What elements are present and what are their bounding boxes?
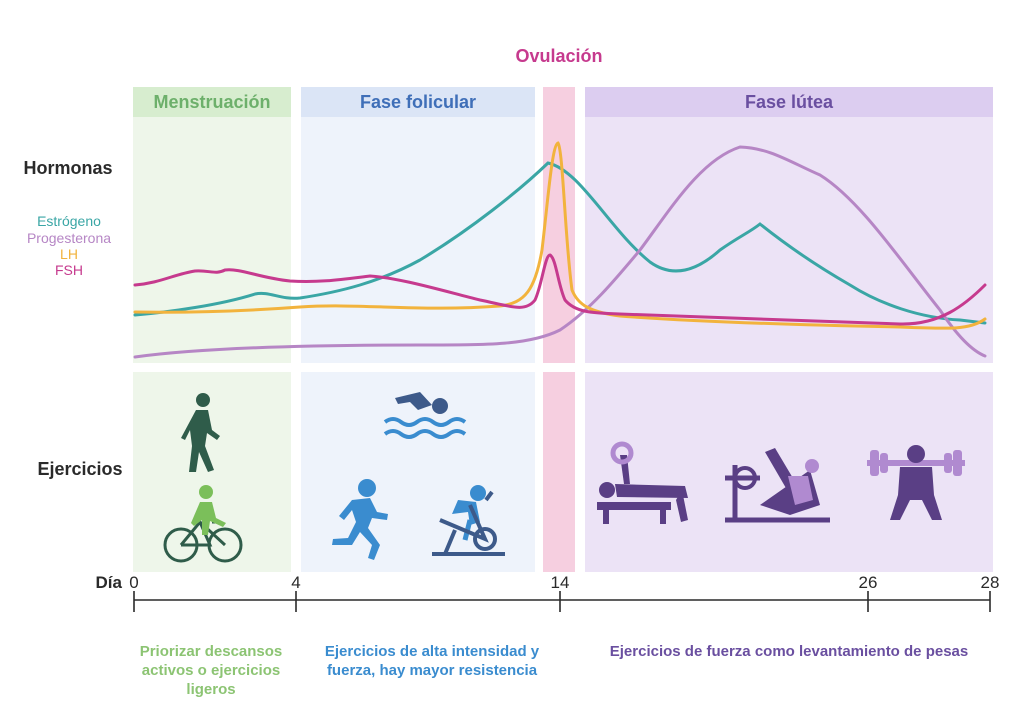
menstruation-panel-top <box>133 87 291 363</box>
legend-progesterone: Progesterona <box>27 230 111 246</box>
axis-tick-label: 28 <box>981 573 1000 592</box>
recommendation-menstruation-line: activos o ejercicios <box>142 662 280 679</box>
walking-icon <box>181 393 220 472</box>
luteal-panel-top <box>585 87 993 363</box>
spinning-icon <box>432 485 505 556</box>
ovulation-panel-top <box>543 87 575 363</box>
legend-estrogen: Estrógeno <box>37 213 101 229</box>
luteal-header <box>585 87 993 117</box>
legend-lh: LH <box>60 246 78 262</box>
menstruation-header <box>133 87 291 117</box>
legend-fsh: FSH <box>55 262 83 278</box>
hormones-row-label: Hormonas <box>23 158 112 178</box>
squat-icon <box>867 445 965 520</box>
ovulation-title: Ovulación <box>515 46 602 66</box>
bench-press-icon <box>597 441 688 524</box>
menstruation-title: Menstruación <box>153 92 270 112</box>
fsh-curve <box>133 253 987 326</box>
axis-tick-label: 4 <box>291 573 300 592</box>
axis-tick-label: 26 <box>859 573 878 592</box>
lh-curve <box>133 141 987 330</box>
axis-tick-marks <box>133 591 991 612</box>
menstruation-panel-bottom <box>133 372 291 572</box>
recommendation-menstruation-line: ligeros <box>186 681 235 698</box>
recommendation-luteal-line: Ejercicios de fuerza como levantamiento … <box>610 643 968 660</box>
leg-press-icon <box>725 448 830 523</box>
follicular-panel-top <box>301 87 535 363</box>
ovulation-panel-bottom <box>543 372 575 572</box>
cyclist-figure <box>191 485 226 535</box>
recommendation-menstruation-line: Priorizar descansos <box>140 643 283 660</box>
progesterone-curve <box>133 145 987 359</box>
follicular-header <box>301 87 535 117</box>
exercises-row-label: Ejercicios <box>37 459 122 479</box>
axis-label: Día <box>96 573 123 592</box>
axis-tick-label: 0 <box>129 573 138 592</box>
luteal-title: Fase lútea <box>745 92 834 112</box>
recommendation-follicular-line: fuerza, hay mayor resistencia <box>327 662 538 679</box>
estrogen-curve <box>133 161 987 325</box>
cycling-icon <box>163 513 243 563</box>
swimming-icon <box>383 392 467 439</box>
running-icon <box>332 479 388 560</box>
axis-tick-label: 14 <box>551 573 570 592</box>
follicular-title: Fase folicular <box>360 92 476 112</box>
recommendation-follicular-line: Ejercicios de alta intensidad y <box>325 643 540 660</box>
